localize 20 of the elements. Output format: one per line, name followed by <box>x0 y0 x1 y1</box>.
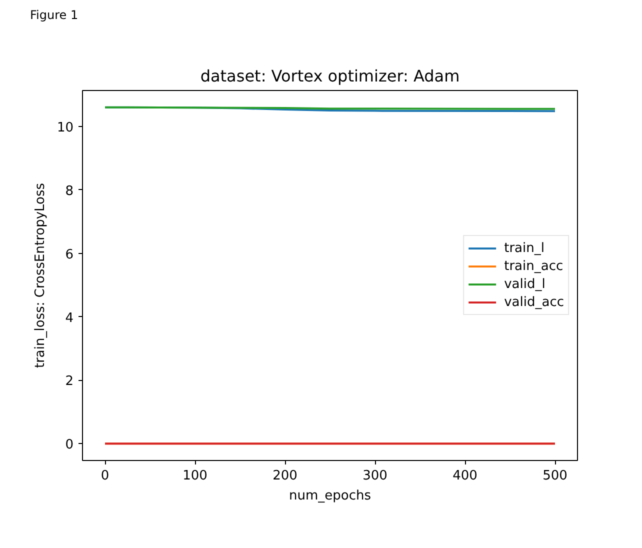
y-tick-label: 4 <box>65 310 74 326</box>
y-tick-label: 6 <box>65 247 74 262</box>
y-tick-label: 10 <box>56 120 74 136</box>
x-axis-title: num_epochs <box>288 488 372 504</box>
x-tick-label: 100 <box>182 468 208 484</box>
chart-title: dataset: Vortex optimizer: Adam <box>200 66 460 86</box>
y-tick-label: 0 <box>65 438 74 453</box>
y-tick-label: 8 <box>65 184 74 199</box>
y-tick-label: 2 <box>65 374 74 390</box>
x-tick-label: 500 <box>542 468 568 484</box>
legend-label: valid_l <box>504 276 546 292</box>
x-tick-label: 400 <box>452 468 478 484</box>
x-tick-label: 300 <box>362 468 388 484</box>
legend-label: train_acc <box>504 258 564 274</box>
legend-label: train_l <box>504 240 544 256</box>
x-tick-label: 0 <box>100 468 110 484</box>
y-axis-title: train_loss: CrossEntropyLoss <box>32 182 48 368</box>
x-tick-label: 200 <box>272 468 298 484</box>
caption: Figure 1 <box>30 8 78 22</box>
legend-label: valid_acc <box>504 294 564 310</box>
